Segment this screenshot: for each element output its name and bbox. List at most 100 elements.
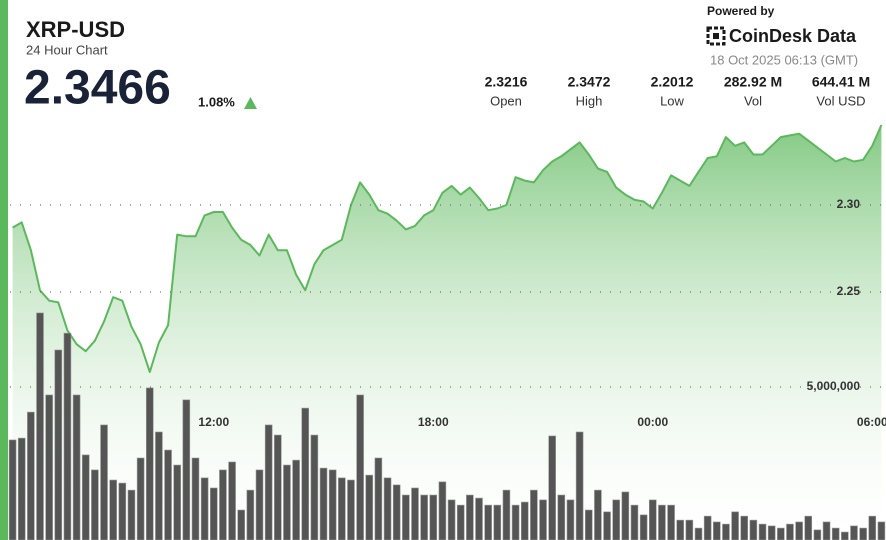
- volume-bar: [795, 521, 803, 540]
- volume-bar: [72, 394, 81, 540]
- volume-bar: [740, 515, 749, 540]
- volume-bar: [603, 511, 611, 540]
- x-tick-label: 18:00: [418, 415, 449, 429]
- volume-bar: [841, 531, 849, 540]
- stat-label: Vol USD: [816, 93, 865, 108]
- stat-value: 2.3216: [485, 74, 528, 90]
- volume-bar: [173, 464, 181, 540]
- volume-bar: [127, 489, 136, 540]
- volume-bar: [676, 519, 684, 540]
- volume-bar: [850, 525, 858, 540]
- volume-bar: [630, 504, 639, 540]
- volume-bar: [91, 469, 99, 540]
- volume-bar: [374, 457, 383, 540]
- volume-bar: [36, 312, 44, 540]
- timestamp: 18 Oct 2025 06:13 (GMT): [710, 52, 858, 67]
- x-tick-label: 06:00: [857, 415, 886, 429]
- volume-bar: [731, 511, 739, 540]
- price-line: [12, 124, 883, 373]
- volume-bar: [383, 477, 392, 540]
- stat-value: 644.41 M: [812, 74, 870, 90]
- y-tick-label: 2.30: [837, 197, 861, 211]
- symbol: XRP-USD: [26, 17, 125, 42]
- volume-bar: [100, 424, 108, 540]
- volume-bar: [17, 437, 26, 540]
- stat-label: Open: [490, 93, 522, 108]
- volume-bar: [813, 529, 822, 540]
- volume-bar: [8, 439, 17, 540]
- volume-bar: [649, 499, 657, 540]
- volume-bar: [786, 523, 794, 540]
- volume-bar: [511, 504, 520, 540]
- volume-bar: [447, 499, 456, 540]
- volume-bar: [767, 525, 776, 540]
- volume-bar: [502, 489, 511, 540]
- volume-bar: [822, 521, 831, 540]
- volume-bar: [45, 394, 53, 540]
- volume-bar: [292, 459, 300, 540]
- volume-bar: [438, 481, 447, 540]
- volume-bar: [63, 332, 72, 540]
- change: 1.08%: [198, 94, 235, 109]
- volume-bar: [402, 494, 410, 540]
- y-tick-label: 5,000,000: [807, 379, 861, 393]
- volume-bar: [246, 489, 255, 540]
- volume-bar: [164, 449, 172, 540]
- volume-bar: [639, 514, 648, 540]
- stat-value: 2.2012: [651, 74, 694, 90]
- stat-label: Low: [660, 93, 684, 108]
- volume-bar: [475, 497, 483, 540]
- brand-logo: [706, 26, 726, 46]
- volume-bar: [118, 482, 127, 540]
- volume-bar: [264, 424, 273, 540]
- volume-bar: [200, 477, 209, 540]
- volume-bar: [356, 394, 364, 540]
- volume-bar: [81, 454, 90, 540]
- subtitle: 24 Hour Chart: [26, 42, 108, 57]
- volume-bar: [658, 504, 666, 540]
- volume-bar: [777, 527, 785, 540]
- stat-label: High: [576, 93, 603, 108]
- powered-by: Powered by: [707, 4, 775, 18]
- accent-bar: [0, 0, 8, 540]
- volume-bar: [411, 487, 419, 540]
- volume-bar: [237, 509, 245, 540]
- volume-bar: [713, 521, 721, 540]
- brand: CoinDesk Data: [729, 26, 857, 46]
- area-fill: [12, 125, 882, 540]
- volume-bar: [703, 515, 712, 540]
- stat-label: Vol: [744, 93, 762, 108]
- volume-bar: [859, 527, 867, 540]
- volume-bar: [319, 467, 328, 540]
- volume-bar: [255, 469, 264, 540]
- price: 2.3466: [24, 62, 171, 115]
- volume-bar: [347, 479, 355, 540]
- volume-bar: [466, 494, 474, 540]
- plot-area: 2.25 2.30 5,000,000 12:00 18:00 00:00 06:00: [8, 124, 886, 540]
- volume-bar: [301, 407, 310, 540]
- volume-bar: [310, 434, 319, 540]
- volume-bar: [54, 349, 63, 540]
- volume-bar: [621, 491, 630, 540]
- volume-bar: [877, 521, 886, 540]
- volume-bar: [155, 431, 163, 540]
- volume-bar: [182, 399, 191, 540]
- volume-bar: [109, 479, 117, 540]
- stat-value: 282.92 M: [724, 74, 782, 90]
- volume-bar: [328, 469, 337, 540]
- volume-bar: [219, 469, 227, 540]
- stat-value: 2.3472: [568, 74, 611, 90]
- volume-bar: [274, 434, 282, 540]
- volume-bar: [612, 499, 620, 540]
- volume-bar: [584, 509, 593, 540]
- stats: 2.3216 Open 2.3472 High 2.2012 Low 282.9…: [485, 74, 871, 109]
- volume-bar: [210, 487, 218, 540]
- volume-bar: [548, 435, 556, 540]
- volume-bar: [420, 494, 428, 540]
- volume-bar: [831, 527, 840, 540]
- volume-bar: [804, 515, 813, 540]
- volume-bar: [557, 494, 566, 540]
- volume-bar: [228, 461, 236, 540]
- volume-bar: [456, 504, 465, 540]
- volume-bar: [145, 387, 154, 540]
